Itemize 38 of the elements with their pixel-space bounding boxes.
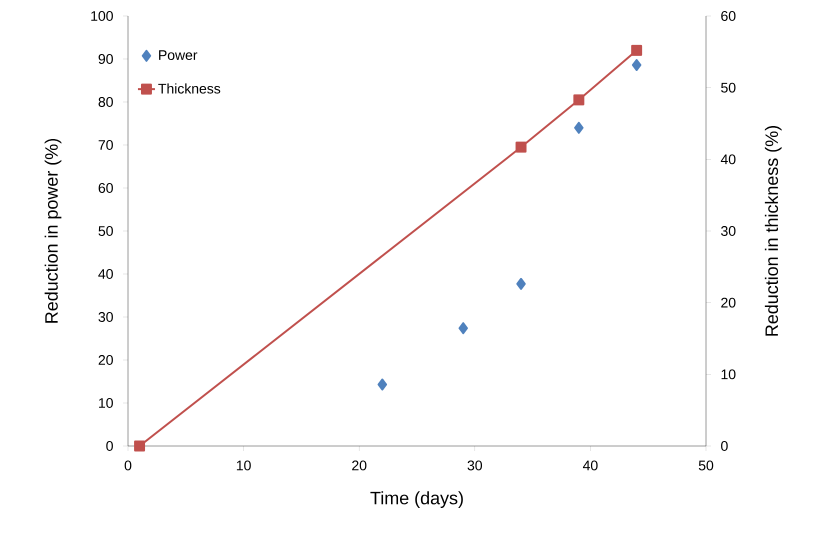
y-tick-label: 30 xyxy=(98,312,113,322)
point xyxy=(632,59,642,71)
y-tick-label: 40 xyxy=(98,269,113,279)
point xyxy=(516,278,526,290)
y-tick-label: 70 xyxy=(98,140,113,150)
x-tick-label: 50 xyxy=(698,460,714,470)
y-axis-title: Reduction in power (%) xyxy=(44,138,62,323)
y2-tick-label: 30 xyxy=(721,226,736,236)
x-tick-label: 30 xyxy=(468,460,482,470)
y-tick-label: 60 xyxy=(98,183,113,193)
y2-tick-label: 60 xyxy=(721,11,736,21)
y-tick-label: 0 xyxy=(106,441,113,451)
y-tick-label: 100 xyxy=(91,11,113,21)
y2-tick-label: 20 xyxy=(721,298,736,308)
point xyxy=(134,440,146,452)
x-tick-label: 20 xyxy=(352,460,366,470)
x-axis-title: Time (days) xyxy=(370,491,463,508)
y-tick-label: 90 xyxy=(98,54,113,64)
x-tick-label: 40 xyxy=(582,460,598,470)
y2-tick-label: 0 xyxy=(721,441,728,451)
y-tick-label: 50 xyxy=(98,226,113,236)
x-tick-label: 0 xyxy=(124,460,132,470)
y2-tick-label: 10 xyxy=(722,369,736,380)
y-tick-label: 10 xyxy=(99,398,113,408)
legend-label: Thickness xyxy=(158,83,220,94)
y2-axis-title: Reduction in thickness (%) xyxy=(764,126,782,336)
point xyxy=(378,378,388,390)
point xyxy=(516,142,527,153)
y-tick-label: 80 xyxy=(98,97,113,107)
point xyxy=(458,322,468,334)
y2-tick-label: 40 xyxy=(720,154,736,164)
y-tick-label: 20 xyxy=(98,355,113,365)
point xyxy=(574,122,584,134)
x-tick-label: 10 xyxy=(236,460,251,470)
y2-tick-label: 50 xyxy=(721,82,736,93)
legend-label: Power xyxy=(159,50,198,60)
point xyxy=(573,94,584,106)
point xyxy=(631,44,642,56)
